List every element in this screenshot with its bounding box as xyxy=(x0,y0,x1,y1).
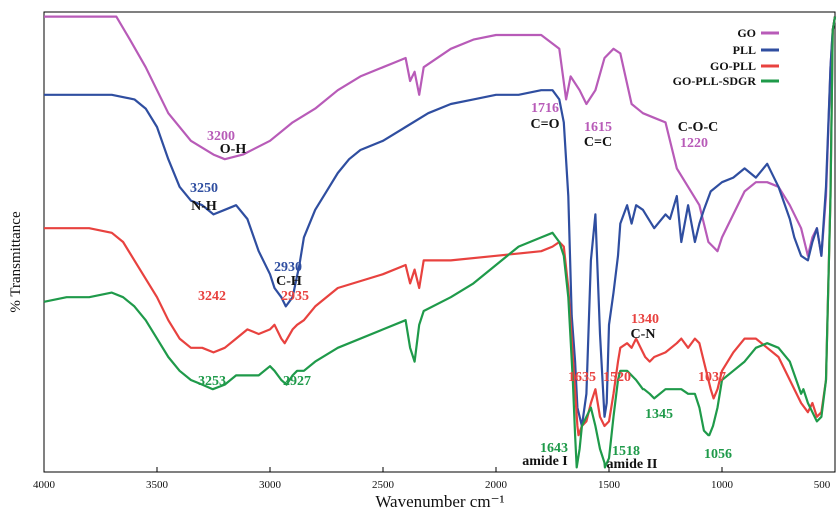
peak-annotation: 1518 xyxy=(612,444,640,459)
peak-annotation: 1520 xyxy=(603,370,631,385)
peak-annotation: 3200 xyxy=(207,129,235,144)
peak-annotation: 1037 xyxy=(698,370,726,385)
peak-annotation: 1716 xyxy=(531,101,559,116)
peak-annotation: 3242 xyxy=(198,289,226,304)
legend-label: GO-PLL-SDGR xyxy=(673,74,757,88)
x-tick-label: 3500 xyxy=(146,479,169,491)
x-tick-label: 500 xyxy=(814,479,831,491)
series-layer xyxy=(43,15,837,469)
peak-annotation: C=C xyxy=(584,135,612,150)
y-axis-label: % Transmittance xyxy=(8,211,24,313)
plot-frame xyxy=(43,11,836,473)
x-tick-label: 1500 xyxy=(598,479,621,491)
peak-annotation: amide I xyxy=(522,454,568,469)
peak-annotation: 1345 xyxy=(645,407,673,422)
peak-annotation: 1643 xyxy=(540,441,568,456)
peak-annotation: 1340 xyxy=(631,312,659,327)
series-line-pll xyxy=(44,16,837,428)
peak-annotation: 1615 xyxy=(584,120,612,135)
legend-label: PLL xyxy=(733,43,756,57)
peak-annotation: 1635 xyxy=(568,370,596,385)
peak-annotation: 2930 xyxy=(274,260,302,275)
peak-annotation: C-H xyxy=(276,274,302,289)
legend-label: GO xyxy=(737,26,756,40)
x-tick-label: 3000 xyxy=(259,479,282,491)
peak-annotation: N-H xyxy=(191,199,217,214)
peak-annotation: 2935 xyxy=(281,289,309,304)
x-tick-label: 2500 xyxy=(372,479,395,491)
peak-annotation: C=O xyxy=(531,117,560,132)
peak-annotation: C-O-C xyxy=(678,120,718,135)
x-axis-label: Wavenumber cm⁻¹ xyxy=(375,492,504,511)
peak-annotation: 2927 xyxy=(283,374,311,389)
peak-annotation: amide II xyxy=(607,457,658,472)
series-line-go-pll-sdgr xyxy=(43,16,837,469)
peak-annotation: 1056 xyxy=(704,447,732,462)
x-tick-label: 1000 xyxy=(711,479,734,491)
legend-label: GO-PLL xyxy=(710,59,756,73)
peak-annotation: 3250 xyxy=(190,181,218,196)
x-tick-label: 4000 xyxy=(33,479,56,491)
x-tick-label: 2000 xyxy=(485,479,508,491)
peak-annotation: C-N xyxy=(631,327,656,342)
peak-annotation: O-H xyxy=(220,142,247,157)
peak-annotation: 3253 xyxy=(198,374,226,389)
series-line-go xyxy=(44,15,837,257)
x-axis: 4000 3500 3000 2500 2000 1500 1000 500 xyxy=(33,467,836,491)
peak-annotation: 1220 xyxy=(680,136,708,151)
